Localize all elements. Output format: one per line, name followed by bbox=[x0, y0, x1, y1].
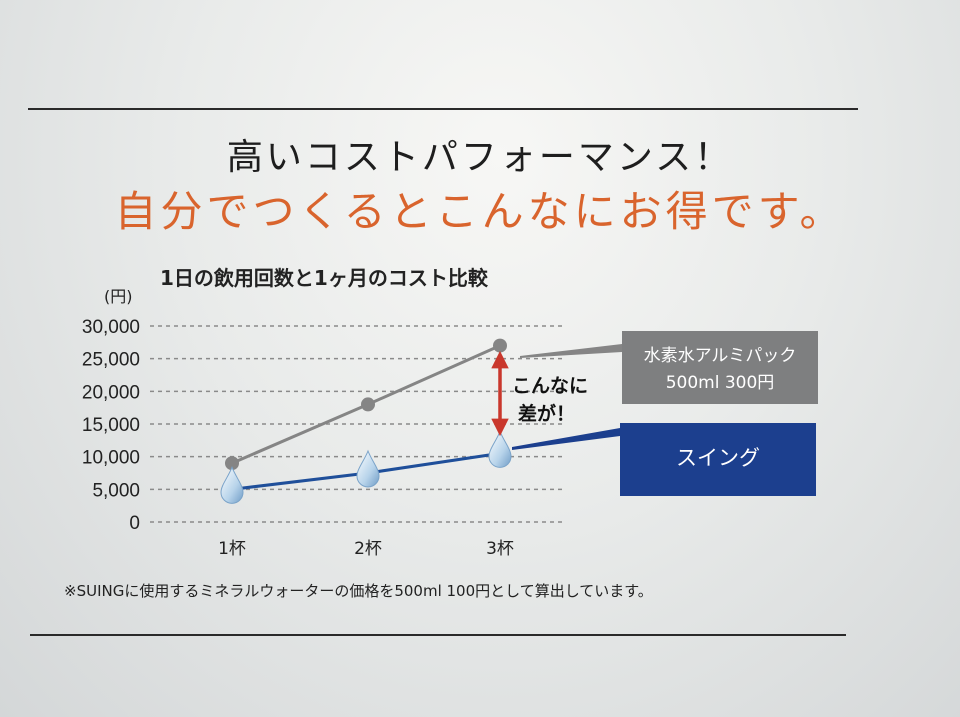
series-points-suing bbox=[220, 430, 512, 504]
y-tick-label: 25,000 bbox=[82, 350, 140, 371]
legend-box-aluminum-pack bbox=[622, 331, 818, 404]
bottom-divider bbox=[30, 634, 846, 636]
data-point-suing bbox=[220, 465, 244, 504]
legend-box-suing bbox=[620, 423, 816, 496]
annotation-line1: こんなに bbox=[512, 375, 588, 397]
subheadline: 自分でつくるとこんなにお得です。 bbox=[114, 187, 846, 236]
data-point-suing bbox=[488, 430, 512, 468]
legend-pointer-suing bbox=[512, 428, 620, 450]
data-point-aluminum-pack bbox=[225, 456, 239, 471]
series-points-aluminum-pack bbox=[225, 338, 507, 471]
x-axis-ticks: 1杯 2杯 3杯 bbox=[218, 539, 514, 559]
data-point-aluminum-pack bbox=[493, 338, 507, 353]
y-axis-unit: (円) bbox=[104, 287, 133, 306]
y-tick-label: 30,000 bbox=[82, 317, 140, 338]
y-tick-label: 5,000 bbox=[92, 480, 140, 501]
legend-pointer-aluminum-pack bbox=[520, 344, 622, 358]
annotation-line2: 差が！ bbox=[518, 402, 575, 425]
y-tick-label: 15,000 bbox=[82, 415, 140, 436]
chart-title: 1日の飲用回数と1ヶ月のコスト比較 bbox=[160, 266, 488, 290]
legend-label-suing: スイング bbox=[676, 446, 760, 470]
legend-label-aluminum-pack-line1: 水素水アルミパック bbox=[644, 346, 797, 366]
legend-label-aluminum-pack-line2: 500ml 300円 bbox=[666, 373, 775, 393]
y-tick-label: 10,000 bbox=[82, 448, 140, 469]
footnote: ※SUINGに使用するミネラルウォーターの価格を500ml 100円として算出し… bbox=[64, 582, 653, 600]
y-tick-label: 20,000 bbox=[82, 382, 140, 403]
gridlines bbox=[150, 325, 565, 523]
x-tick-label: 3杯 bbox=[486, 539, 514, 559]
top-divider bbox=[28, 108, 858, 110]
data-point-suing bbox=[356, 449, 380, 488]
x-tick-label: 2杯 bbox=[354, 539, 382, 559]
data-point-aluminum-pack bbox=[361, 397, 375, 412]
y-axis-ticks: 30,000 25,000 20,000 15,000 10,000 5,000 0 bbox=[82, 317, 140, 534]
y-tick-label: 0 bbox=[129, 513, 140, 534]
x-tick-label: 1杯 bbox=[218, 539, 246, 559]
headline: 高いコストパフォーマンス！ bbox=[226, 137, 734, 178]
